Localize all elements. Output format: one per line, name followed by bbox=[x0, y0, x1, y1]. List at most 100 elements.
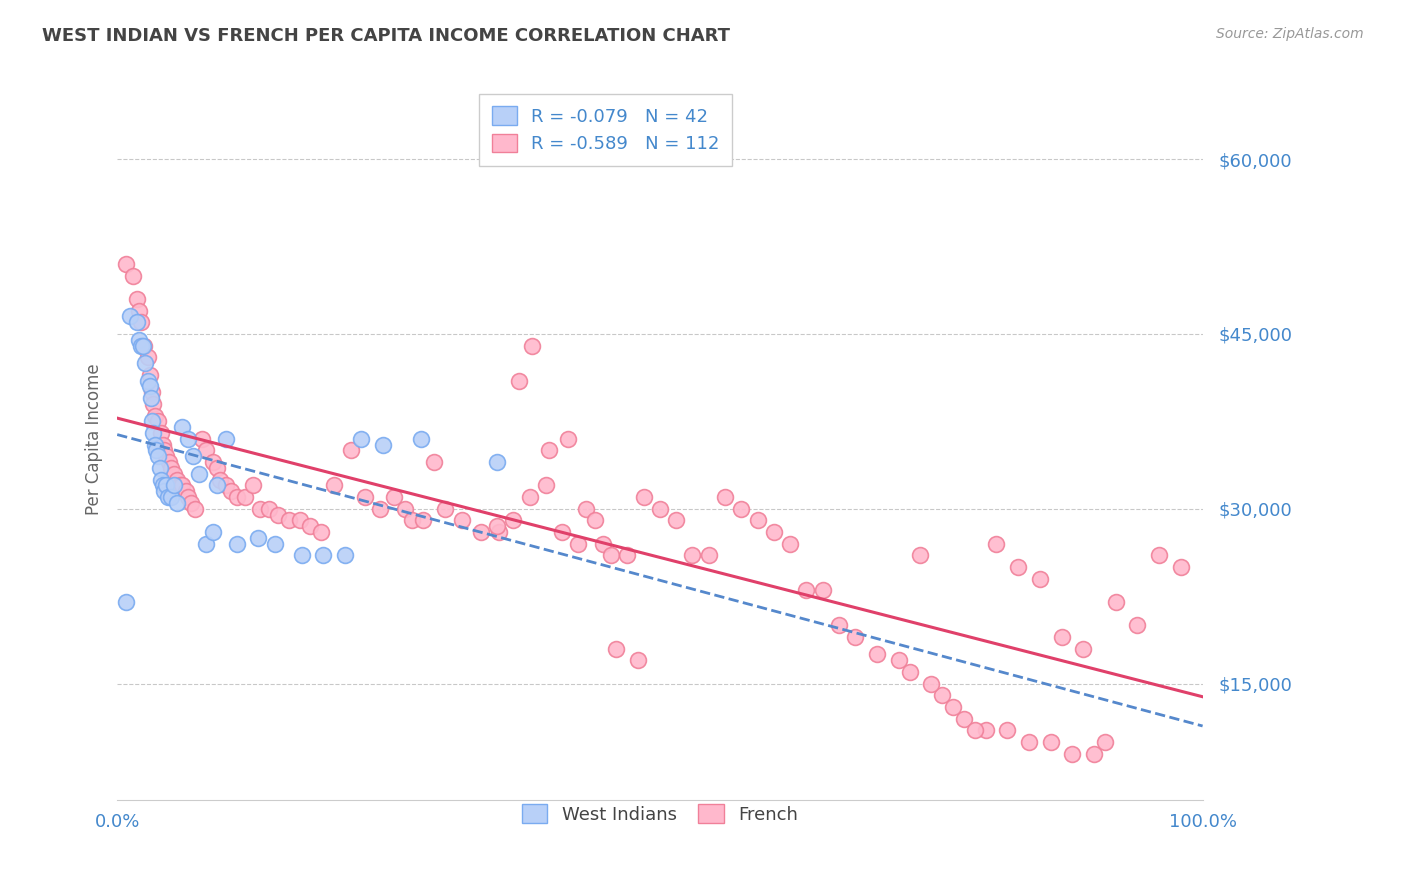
Point bbox=[172, 478, 194, 492]
Point bbox=[995, 723, 1018, 738]
Point bbox=[191, 432, 214, 446]
Point bbox=[412, 513, 434, 527]
Point bbox=[215, 432, 238, 446]
Point bbox=[160, 490, 183, 504]
Point bbox=[1071, 641, 1094, 656]
Point bbox=[139, 379, 162, 393]
Point bbox=[898, 665, 921, 679]
Point bbox=[974, 723, 997, 738]
Point bbox=[148, 414, 170, 428]
Text: WEST INDIAN VS FRENCH PER CAPITA INCOME CORRELATION CHART: WEST INDIAN VS FRENCH PER CAPITA INCOME … bbox=[42, 27, 730, 45]
Point bbox=[567, 537, 589, 551]
Point bbox=[149, 425, 172, 440]
Point bbox=[257, 501, 280, 516]
Point bbox=[382, 490, 405, 504]
Point bbox=[312, 549, 335, 563]
Point bbox=[520, 338, 543, 352]
Point bbox=[277, 513, 299, 527]
Point bbox=[215, 478, 238, 492]
Point bbox=[225, 537, 247, 551]
Point bbox=[762, 525, 785, 540]
Point bbox=[143, 437, 166, 451]
Point bbox=[470, 525, 492, 540]
Point bbox=[747, 513, 769, 527]
Point bbox=[155, 450, 177, 464]
Point bbox=[1094, 735, 1116, 749]
Point bbox=[368, 501, 391, 516]
Point bbox=[263, 537, 285, 551]
Point bbox=[136, 350, 159, 364]
Point bbox=[486, 455, 509, 469]
Point bbox=[162, 478, 184, 492]
Point bbox=[451, 513, 474, 527]
Point bbox=[605, 641, 627, 656]
Point bbox=[433, 501, 456, 516]
Point bbox=[141, 414, 163, 428]
Y-axis label: Per Capita Income: Per Capita Income bbox=[86, 363, 103, 515]
Point bbox=[125, 292, 148, 306]
Point bbox=[155, 478, 177, 492]
Point bbox=[1126, 618, 1149, 632]
Point bbox=[648, 501, 671, 516]
Point bbox=[195, 537, 218, 551]
Point bbox=[779, 537, 801, 551]
Point bbox=[401, 513, 423, 527]
Point bbox=[411, 432, 433, 446]
Point bbox=[162, 467, 184, 481]
Point bbox=[394, 501, 416, 516]
Point bbox=[205, 478, 228, 492]
Point bbox=[148, 450, 170, 464]
Point bbox=[132, 338, 155, 352]
Point bbox=[986, 537, 1008, 551]
Point bbox=[488, 525, 510, 540]
Point bbox=[811, 583, 834, 598]
Point bbox=[299, 519, 322, 533]
Point bbox=[291, 549, 314, 563]
Point bbox=[575, 501, 598, 516]
Point bbox=[153, 443, 176, 458]
Point bbox=[201, 525, 224, 540]
Point bbox=[142, 397, 165, 411]
Point bbox=[174, 484, 197, 499]
Point bbox=[157, 490, 180, 504]
Point bbox=[242, 478, 264, 492]
Point bbox=[508, 374, 530, 388]
Point bbox=[122, 268, 145, 283]
Point bbox=[633, 490, 655, 504]
Point bbox=[172, 420, 194, 434]
Point bbox=[177, 432, 200, 446]
Point bbox=[333, 549, 356, 563]
Point bbox=[195, 443, 218, 458]
Point bbox=[350, 432, 373, 446]
Point bbox=[1007, 560, 1029, 574]
Point bbox=[1062, 747, 1084, 761]
Point bbox=[143, 409, 166, 423]
Point bbox=[134, 338, 156, 352]
Point bbox=[1105, 595, 1128, 609]
Point bbox=[323, 478, 346, 492]
Point bbox=[129, 338, 152, 352]
Point bbox=[115, 257, 138, 271]
Point bbox=[730, 501, 752, 516]
Point bbox=[139, 368, 162, 382]
Point bbox=[180, 496, 202, 510]
Point bbox=[139, 391, 162, 405]
Point bbox=[486, 519, 509, 533]
Point bbox=[152, 437, 174, 451]
Point bbox=[844, 630, 866, 644]
Point bbox=[115, 595, 138, 609]
Legend: West Indians, French: West Indians, French bbox=[510, 794, 808, 835]
Point bbox=[128, 333, 150, 347]
Point bbox=[502, 513, 524, 527]
Point bbox=[1147, 549, 1170, 563]
Point bbox=[953, 712, 976, 726]
Point bbox=[920, 676, 942, 690]
Point bbox=[177, 490, 200, 504]
Point bbox=[616, 549, 638, 563]
Point bbox=[129, 315, 152, 329]
Point bbox=[353, 490, 375, 504]
Point bbox=[796, 583, 818, 598]
Point bbox=[125, 315, 148, 329]
Point bbox=[538, 443, 561, 458]
Point bbox=[1083, 747, 1105, 761]
